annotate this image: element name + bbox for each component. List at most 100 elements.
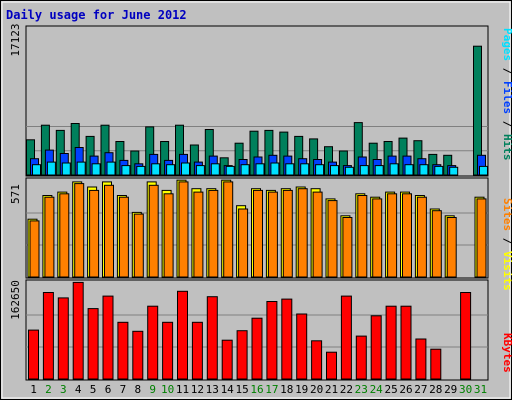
bar-sites-day-21 <box>327 200 338 278</box>
x-tick-label-day-1: 1 <box>30 383 37 396</box>
bar-sites-day-28 <box>431 210 442 278</box>
bar-kbytes-day-22 <box>340 295 352 380</box>
bar-kbytes-day-8 <box>132 330 144 380</box>
x-tick-label-day-18: 18 <box>280 383 293 396</box>
bar-sites-day-24 <box>372 198 383 278</box>
bar-pages-day-8 <box>136 165 146 176</box>
x-tick-label-day-12: 12 <box>191 383 204 396</box>
y-max-label-visits: 571 <box>9 184 22 204</box>
bar-sites-day-1 <box>29 220 40 278</box>
bar-pages-day-31 <box>479 165 488 176</box>
bar-kbytes-day-24 <box>370 315 382 380</box>
x-tick-label-day-23: 23 <box>355 383 368 396</box>
bar-sites-day-31 <box>476 198 487 278</box>
bar-sites-day-25 <box>387 193 398 278</box>
bar-pages-day-10 <box>166 164 176 176</box>
bar-sites-day-4 <box>74 183 85 278</box>
bar-pages-day-18 <box>285 163 295 176</box>
x-tick-label-day-3: 3 <box>60 383 67 396</box>
chart-marks <box>26 45 488 380</box>
bar-pages-day-28 <box>434 165 444 176</box>
bar-pages-day-22 <box>344 166 354 176</box>
bar-sites-day-14 <box>223 181 234 278</box>
x-tick-label-day-30: 30 <box>459 383 472 396</box>
legend-separator: / <box>501 231 512 251</box>
bar-kbytes-day-20 <box>311 340 323 380</box>
bar-sites-day-20 <box>312 191 323 278</box>
bar-sites-day-8 <box>133 213 144 278</box>
x-tick-label-day-6: 6 <box>105 383 112 396</box>
bar-pages-day-13 <box>210 163 220 176</box>
bar-kbytes-day-15 <box>236 330 248 380</box>
x-tick-label-day-29: 29 <box>444 383 457 396</box>
bar-kbytes-day-13 <box>206 296 218 380</box>
x-axis-labels: 1 2 3 4 5 6 7 8 9 10 11 12 13 14 15 16 17 18 19 20 21 22 23 24 2… <box>30 383 487 396</box>
legend-visits-sites: Sites / Visits <box>501 198 512 291</box>
bar-pages-day-16 <box>255 163 265 176</box>
bar-pages-day-24 <box>374 165 384 176</box>
bar-sites-day-13 <box>208 189 219 278</box>
x-tick-label-day-26: 26 <box>399 383 412 396</box>
y-max-label-hits: 17123 <box>9 23 22 56</box>
legend-separator: / <box>501 114 512 134</box>
legend-kbytes: KBytes <box>501 333 512 373</box>
bar-kbytes-day-6 <box>102 295 114 380</box>
bar-sites-day-9 <box>148 184 159 278</box>
x-tick-label-day-16: 16 <box>250 383 263 396</box>
bar-sites-day-6 <box>104 184 114 278</box>
legend-hits-files-pages: Pages / Files / Hits <box>501 28 512 161</box>
bar-sites-day-17 <box>267 191 278 278</box>
bar-pages-day-7 <box>121 165 131 176</box>
bar-pages-day-2 <box>46 161 56 176</box>
y-max-label-kbytes: 162650 <box>9 280 22 320</box>
x-tick-label-day-14: 14 <box>221 383 235 396</box>
bar-sites-day-26 <box>402 193 412 278</box>
bar-kbytes-day-27 <box>415 338 427 380</box>
bar-pages-day-21 <box>330 165 339 176</box>
x-tick-label-day-7: 7 <box>120 383 127 396</box>
bar-pages-day-19 <box>300 163 310 176</box>
x-tick-label-day-24: 24 <box>370 383 384 396</box>
bar-sites-day-22 <box>342 217 353 278</box>
bar-sites-day-15 <box>238 208 249 278</box>
x-tick-label-day-17: 17 <box>265 383 278 396</box>
bar-sites-day-27 <box>416 196 427 278</box>
bar-pages-day-6 <box>106 161 116 176</box>
bar-sites-day-16 <box>253 189 263 278</box>
x-tick-label-day-2: 2 <box>45 383 52 396</box>
legend-files: Files <box>501 81 512 114</box>
bar-kbytes-day-5 <box>87 308 99 380</box>
bar-sites-day-11 <box>178 181 189 278</box>
x-tick-label-day-28: 28 <box>429 383 442 396</box>
bar-pages-day-26 <box>404 164 414 176</box>
bar-pages-day-14 <box>225 165 235 176</box>
bar-kbytes-day-4 <box>72 281 84 380</box>
bar-kbytes-day-30 <box>460 292 472 380</box>
bar-sites-day-23 <box>357 195 368 278</box>
chart-title: Daily usage for June 2012 <box>6 8 187 22</box>
bar-kbytes-day-11 <box>177 290 188 380</box>
bar-pages-day-1 <box>32 164 41 176</box>
bar-kbytes-day-3 <box>57 297 69 380</box>
x-tick-label-day-5: 5 <box>90 383 97 396</box>
legend-sites: Sites <box>501 198 512 231</box>
bar-pages-day-5 <box>91 163 101 176</box>
bar-kbytes-day-14 <box>221 339 233 380</box>
bar-pages-day-15 <box>240 164 250 176</box>
x-tick-label-day-21: 21 <box>325 383 338 396</box>
bar-kbytes-day-2 <box>42 292 54 380</box>
bar-pages-day-4 <box>76 161 86 176</box>
legend-separator: / <box>501 61 512 81</box>
legend-pages: Pages <box>501 28 512 61</box>
bar-pages-day-11 <box>181 162 190 176</box>
x-tick-label-day-9: 9 <box>149 383 156 396</box>
bar-pages-day-17 <box>270 162 280 176</box>
x-tick-label-day-10: 10 <box>161 383 174 396</box>
x-tick-label-day-27: 27 <box>414 383 427 396</box>
bar-sites-day-18 <box>282 189 293 278</box>
bar-pages-day-12 <box>195 165 205 176</box>
bar-kbytes-day-1 <box>28 329 39 380</box>
bar-sites-day-10 <box>163 193 174 278</box>
